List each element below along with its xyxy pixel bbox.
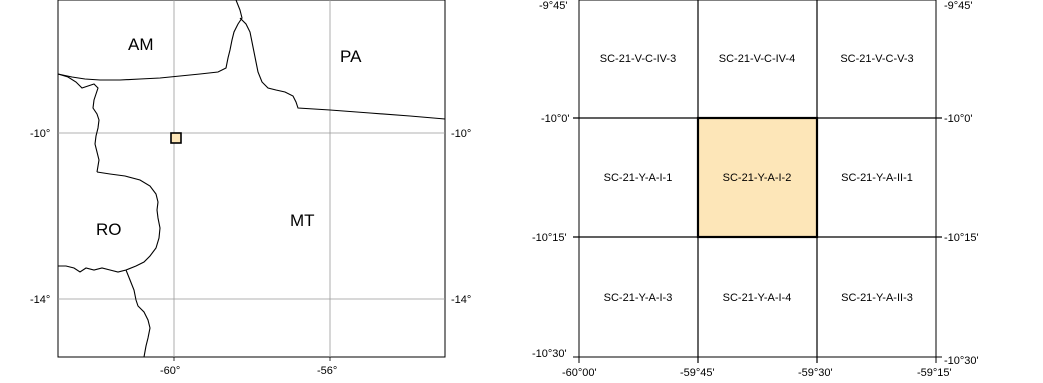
x-tick-label: -60°00'	[562, 367, 597, 379]
overview-map-frame	[57, 0, 446, 358]
y-tick-label-right: -9°45'	[944, 0, 973, 12]
grid-cell-label: SC-21-Y-A-II-1	[841, 172, 913, 184]
y-tick-label-right: -10°	[451, 128, 471, 140]
state-label-am: AM	[128, 35, 154, 54]
state-label-mt: MT	[290, 211, 315, 230]
y-tick-label-right: -10°0'	[944, 113, 973, 125]
overview-map: AM PA RO MT -60° -56° -10° -14° -10° -14…	[30, 0, 471, 377]
y-tick-label-left: -10°	[30, 128, 50, 140]
x-tick-label: -59°45'	[680, 367, 715, 379]
border-am-pa-mt	[57, 0, 243, 81]
grid-cell-label: SC-21-Y-A-II-3	[841, 292, 913, 304]
study-area-marker	[170, 132, 182, 144]
y-tick-label-left: -10°0'	[541, 113, 570, 125]
grid-cell-label: SC-21-Y-A-I-1	[604, 172, 673, 184]
border-ro-mt-south	[125, 269, 151, 358]
y-tick-label-left: -9°45'	[539, 0, 568, 12]
y-tick-label-right: -10°15'	[944, 232, 979, 244]
x-tick-label: -60°	[160, 365, 180, 377]
highlighted-cell-fill	[698, 118, 817, 237]
grid-cell-label: SC-21-Y-A-I-3	[604, 292, 673, 304]
border-am-ro	[57, 73, 100, 173]
grid-cell-label-highlighted: SC-21-Y-A-I-2	[723, 172, 792, 184]
grid-cell-label: SC-21-V-C-IV-4	[719, 53, 795, 65]
state-label-pa: PA	[340, 47, 362, 66]
highlighted-cell-border	[696, 116, 819, 239]
x-tick-label: -59°30'	[798, 367, 833, 379]
grid-cell-label: SC-21-V-C-IV-3	[600, 53, 676, 65]
y-tick-label-left: -14°	[30, 294, 50, 306]
grid-map-frame	[578, 0, 937, 358]
state-label-ro: RO	[96, 220, 122, 239]
border-am-pa	[239, 17, 446, 120]
x-tick-label: -59°15'	[917, 367, 952, 379]
border-ro-mt	[58, 171, 161, 273]
y-tick-label-left: -10°15'	[532, 232, 567, 244]
y-tick-label-right: -10°30'	[944, 355, 979, 367]
grid-map: SC-21-V-C-IV-3 SC-21-V-C-IV-4 SC-21-V-C-…	[532, 0, 979, 379]
y-tick-label-left: -10°30'	[532, 348, 567, 360]
y-tick-label-right: -14°	[451, 294, 471, 306]
x-tick-label: -56°	[317, 365, 337, 377]
grid-cell-label: SC-21-V-C-V-3	[840, 53, 913, 65]
grid-cell-label: SC-21-Y-A-I-4	[723, 292, 792, 304]
